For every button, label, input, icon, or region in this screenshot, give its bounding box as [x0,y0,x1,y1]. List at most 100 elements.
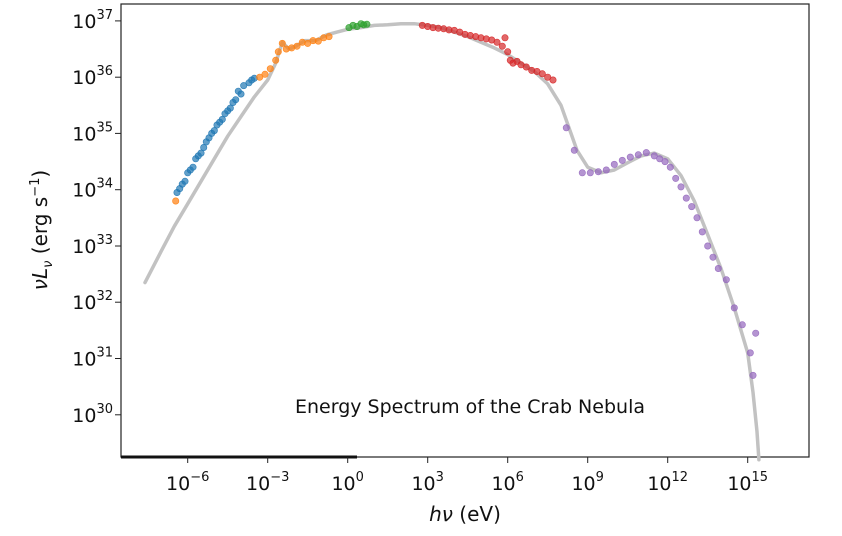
data-point-gamma-ray-27 [746,349,754,357]
y-tick-exp-5: 35 [96,120,113,135]
data-point-x-ray-15 [498,42,506,50]
data-point-radio-10 [200,144,208,152]
data-point-gamma-ray-18 [688,203,696,211]
data-point-radio-22 [232,96,240,104]
data-point-radio-9 [197,149,205,157]
data-point-radio-24 [237,90,245,98]
x-tick-label-2: 100 [331,470,363,495]
data-point-gamma-ray-25 [730,304,738,312]
series-infrared [172,33,333,205]
y-tick-exp-0: 30 [96,402,113,417]
x-tick-exp-2: 0 [356,470,364,485]
x-tick-exp-0: −6 [190,470,209,485]
data-point-infrared-4 [272,56,280,64]
chart-annotation: Energy Spectrum of the Crab Nebula [295,396,645,418]
y-tick-exp-7: 37 [96,8,113,23]
y-tick-label-7: 1037 [72,8,113,33]
data-point-radio-14 [210,127,218,135]
x-tick-exp-5: 9 [596,470,604,485]
y-tick-label-4: 1034 [72,177,113,202]
x-tick-base-6: 10 [647,473,671,495]
series-gamma-ray [562,124,760,379]
y-tick-base-6: 10 [72,67,96,89]
x-axis-title-unit: (eV) [453,502,501,526]
data-point-infrared-13 [314,37,322,45]
series-x-ray [418,21,557,84]
data-point-gamma-ray-21 [704,242,712,250]
data-point-infrared-1 [256,73,264,81]
y-tick-label-0: 1030 [72,402,113,427]
data-point-gamma-ray-29 [749,371,757,379]
data-point-gamma-ray-11 [650,152,658,160]
x-tick-exp-4: 6 [516,470,524,485]
data-point-radio-17 [218,115,226,123]
data-point-gamma-ray-13 [661,158,669,166]
x-tick-base-0: 10 [166,473,190,495]
y-axis-title-close: ) [28,170,52,178]
data-point-gamma-ray-8 [626,153,634,161]
data-point-x-ray-25 [538,70,546,78]
x-tick-base-4: 10 [491,473,515,495]
y-tick-exp-4: 34 [96,177,113,192]
data-points-layer [172,20,760,379]
series-optical [345,20,371,32]
x-tick-exp-3: 3 [436,470,444,485]
data-point-x-ray-22 [522,63,530,71]
y-tick-label-3: 1033 [72,233,113,258]
data-point-gamma-ray-10 [642,149,650,157]
data-point-gamma-ray-3 [586,169,594,177]
x-tick-label-3: 103 [411,470,443,495]
data-point-gamma-ray-23 [714,264,722,272]
plot-area [120,3,810,458]
data-point-gamma-ray-26 [738,321,746,329]
series-radio [173,74,258,197]
data-point-infrared-2 [261,70,269,78]
data-point-gamma-ray-28 [752,329,760,337]
data-point-radio-3 [181,177,189,185]
x-tick-exp-7: 15 [752,470,769,485]
data-point-gamma-ray-15 [672,174,680,182]
y-axis-title: νLν (erg s−1) [28,170,56,290]
data-point-gamma-ray-20 [698,228,706,236]
data-point-x-ray-17 [504,48,512,56]
x-tick-label-4: 106 [491,470,523,495]
data-point-gamma-ray-4 [594,168,602,176]
data-point-infrared-15 [325,33,333,41]
data-point-gamma-ray-2 [578,169,586,177]
x-tick-label-0: 10−6 [166,470,209,495]
data-point-gamma-ray-1 [570,146,578,154]
y-tick-label-5: 1035 [72,120,113,145]
y-tick-exp-6: 36 [96,64,113,79]
data-point-infrared-6 [278,39,286,47]
data-point-radio-20 [226,104,234,112]
y-tick-exp-1: 31 [96,346,113,361]
data-point-x-ray-14 [493,38,501,46]
data-point-gamma-ray-7 [618,156,626,164]
y-tick-base-5: 10 [72,123,96,145]
data-point-x-ray-16 [501,34,509,42]
x-tick-base-5: 10 [571,473,595,495]
x-tick-base-3: 10 [411,473,435,495]
data-point-gamma-ray-24 [722,276,730,284]
y-tick-base-0: 10 [72,405,96,427]
data-point-gamma-ray-14 [666,163,674,171]
data-point-optical-5 [363,20,371,28]
y-tick-exp-3: 33 [96,233,113,248]
data-point-gamma-ray-19 [693,214,701,222]
data-point-infrared-3 [266,65,274,73]
x-tick-base-7: 10 [727,473,751,495]
data-point-gamma-ray-6 [610,160,618,168]
x-ticks: 10−6 10−3 100 103 106 109 1012 1015 [166,457,768,495]
data-point-gamma-ray-9 [634,151,642,159]
y-axis-title-main: νL [28,268,52,290]
y-tick-base-7: 10 [72,11,96,33]
data-point-gamma-ray-17 [682,194,690,202]
y-tick-label-2: 1032 [72,289,113,314]
x-tick-label-1: 10−3 [246,470,289,495]
y-tick-base-4: 10 [72,180,96,202]
x-tick-exp-6: 12 [672,470,689,485]
y-tick-base-1: 10 [72,349,96,371]
y-axis-title-unit-sup: −1 [28,178,43,197]
